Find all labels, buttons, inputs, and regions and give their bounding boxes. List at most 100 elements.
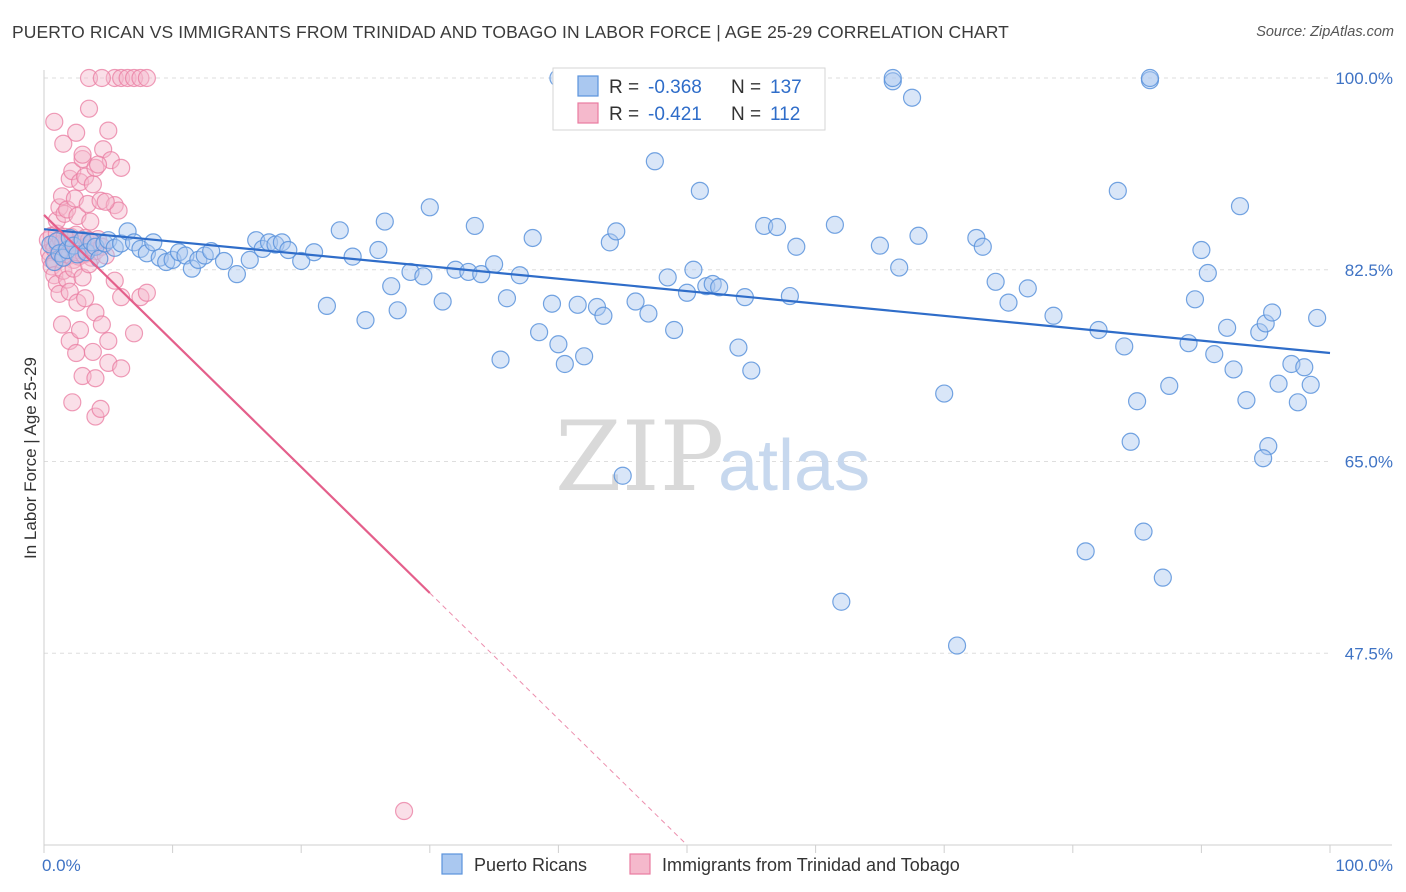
point-puerto-ricans-76 [639,304,658,323]
point-puerto-ricans-22 [144,233,163,252]
point-immigrants-75 [86,158,105,177]
grid-lines [44,77,1330,654]
point-immigrants-83 [96,192,115,211]
point-immigrants-96 [91,399,110,419]
point-puerto-ricans-78 [658,268,677,287]
point-puerto-ricans-126 [1237,391,1256,410]
point-puerto-ricans-81 [684,260,703,279]
point-puerto-ricans-72 [600,233,619,252]
point-puerto-ricans-73 [607,222,626,241]
point-puerto-ricans-40 [279,240,298,260]
point-puerto-ricans-92 [787,237,806,256]
point-puerto-ricans-99 [909,226,928,245]
point-puerto-ricans-33 [227,265,246,284]
legend-n-value-2: 112 [770,104,800,125]
bottom-legend: Puerto Ricans Immigrants from Trinidad a… [441,853,960,875]
point-puerto-ricans-18 [118,222,137,241]
chart-title: PUERTO RICAN VS IMMIGRANTS FROM TRINIDAD… [12,22,1009,42]
point-puerto-ricans-135 [1308,308,1327,328]
point-puerto-ricans-50 [388,301,407,320]
point-puerto-ricans-61 [497,289,517,308]
point-immigrants-100 [79,68,99,88]
bottom-legend-label-immigrants: Immigrants from Trinidad and Tobago [662,855,960,875]
y-tick-label-3: 47.5% [1345,644,1393,663]
x-tick-label-min: 0.0% [42,856,81,875]
point-immigrants-107 [137,68,156,88]
point-puerto-ricans-34 [240,250,259,269]
point-puerto-ricans-133 [1295,358,1314,377]
point-puerto-ricans-118 [1179,334,1198,353]
point-puerto-ricans-43 [317,296,337,316]
point-puerto-ricans-88 [742,361,761,380]
point-puerto-ricans-74 [613,466,632,485]
point-puerto-ricans-68 [568,295,587,314]
point-puerto-ricans-110 [1108,181,1127,200]
point-puerto-ricans-124 [1224,360,1243,379]
point-puerto-ricans-134 [1301,375,1320,394]
point-puerto-ricans-41 [292,251,311,271]
series-puerto-ricans-points [41,68,1327,655]
x-tick-label-max: 100.0% [1335,856,1393,875]
bottom-legend-label-puerto-ricans: Puerto Ricans [474,855,587,875]
point-puerto-ricans-103 [973,237,992,256]
watermark: ZIP atlas [555,401,870,513]
point-puerto-ricans-114 [1134,522,1153,541]
point-puerto-ricans-67 [555,354,574,374]
point-puerto-ricans-93 [825,215,844,234]
point-puerto-ricans-121 [1198,263,1217,283]
point-puerto-ricans-57 [465,216,484,236]
point-immigrants-105 [92,68,111,88]
point-puerto-ricans-142 [1140,68,1160,88]
point-immigrants-85 [54,134,73,153]
point-puerto-ricans-64 [530,323,549,342]
legend-n-label-2: N = [731,104,761,125]
point-puerto-ricans-98 [902,88,922,107]
y-tick-label-2: 65.0% [1345,453,1393,472]
point-puerto-ricans-140 [883,68,902,88]
point-puerto-ricans-132 [1288,393,1307,412]
point-puerto-ricans-65 [542,294,562,313]
watermark-zip: ZIP [555,401,724,513]
point-puerto-ricans-52 [414,267,433,286]
point-immigrants-91 [67,343,86,363]
point-immigrants-97 [83,342,102,362]
point-puerto-ricans-60 [491,350,510,369]
point-puerto-ricans-119 [1185,290,1205,309]
point-puerto-ricans-49 [382,277,401,296]
point-puerto-ricans-54 [433,292,452,311]
point-puerto-ricans-31 [202,242,221,261]
point-puerto-ricans-59 [485,255,504,274]
point-puerto-ricans-47 [369,240,388,260]
legend-swatch-blue [577,75,599,97]
point-puerto-ricans-120 [1192,240,1211,260]
point-immigrants-101 [105,68,124,88]
point-immigrants-74 [83,175,102,194]
point-puerto-ricans-104 [986,272,1005,291]
point-puerto-ricans-129 [1263,303,1282,322]
point-puerto-ricans-79 [665,320,684,340]
point-puerto-ricans-128 [1256,314,1275,333]
point-puerto-ricans-97 [890,258,909,277]
point-puerto-ricans-111 [1115,337,1134,356]
point-immigrants-84 [79,99,99,118]
point-immigrants-59 [137,283,156,302]
bottom-legend-swatch-blue [441,853,463,875]
axes [43,70,1392,853]
legend-n-value-1: 137 [770,77,802,98]
point-immigrants-110 [394,801,414,821]
point-immigrants-99 [112,359,131,378]
point-immigrants-104 [124,68,144,88]
tick-labels: 100.0% 82.5% 65.0% 47.5% 0.0% 100.0% [42,69,1393,875]
point-puerto-ricans-90 [767,217,787,237]
point-puerto-ricans-86 [729,338,748,357]
point-puerto-ricans-48 [375,212,394,231]
point-puerto-ricans-75 [626,292,645,311]
legend-n-label-1: N = [731,77,761,98]
point-immigrants-102 [112,68,131,88]
legend-swatch-pink [577,102,599,124]
point-immigrants-87 [45,112,64,131]
point-immigrants-88 [73,145,92,164]
point-puerto-ricans-71 [594,306,613,325]
point-immigrants-93 [86,369,105,388]
